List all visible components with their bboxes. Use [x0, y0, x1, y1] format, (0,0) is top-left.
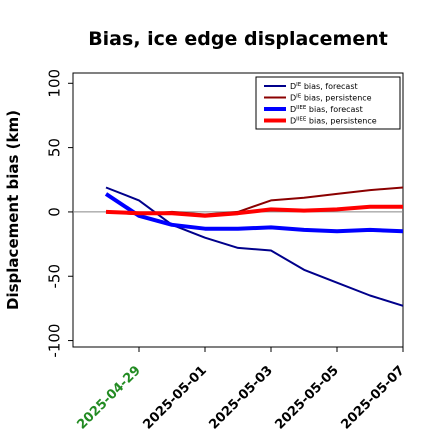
chart-title: Bias, ice edge displacement: [88, 28, 388, 50]
x-tick-label: 2025-05-03: [206, 363, 275, 432]
legend-entry: DIE bias, persistence: [290, 94, 372, 103]
y-axis-label: Displacement bias (km): [4, 110, 22, 310]
series-line-3: [104, 192, 404, 234]
series-line-4: [105, 204, 403, 218]
y-tick-label: -50: [45, 264, 63, 289]
y-tick-label: 100: [45, 69, 63, 98]
y-tick-label: 50: [45, 138, 63, 157]
x-tick-label: 2025-05-01: [140, 363, 209, 432]
legend-entry: DIIEE bias, persistence: [290, 117, 377, 126]
x-tick-label: 2025-04-29: [74, 363, 143, 432]
y-tick-label: 0: [45, 207, 63, 217]
x-tick-label: 2025-05-05: [272, 363, 341, 432]
y-tick-label: -100: [45, 324, 63, 358]
plot-frame: [72, 72, 404, 348]
x-tick-label: 2025-05-07: [338, 363, 407, 432]
legend-entry: DIIEE bias, forecast: [290, 105, 363, 114]
legend-entry: DIE bias, forecast: [290, 82, 358, 91]
